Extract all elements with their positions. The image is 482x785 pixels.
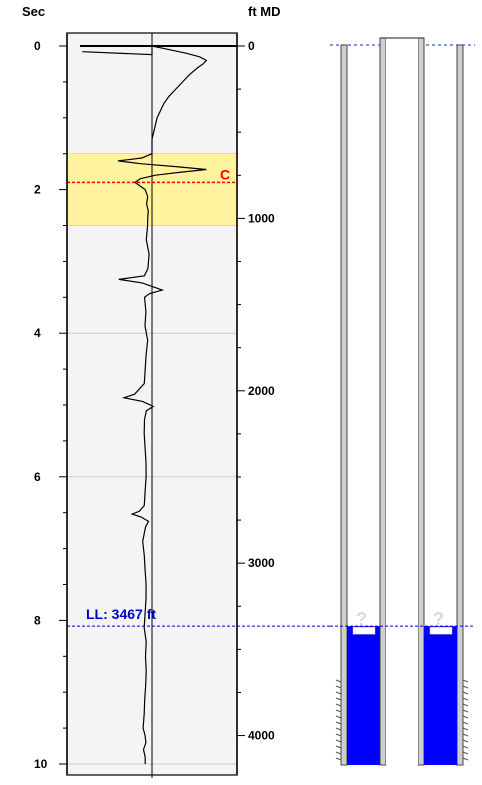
perforation bbox=[462, 703, 469, 707]
perforation bbox=[335, 751, 342, 755]
perforation bbox=[462, 739, 469, 743]
perforation bbox=[462, 679, 469, 683]
perforation bbox=[335, 715, 342, 719]
perforation bbox=[462, 727, 469, 731]
perforation bbox=[335, 745, 342, 749]
left-tick-label: 4 bbox=[34, 326, 41, 340]
perforation bbox=[335, 703, 342, 707]
perforation bbox=[462, 685, 469, 689]
perforation bbox=[335, 739, 342, 743]
tubing-wall-left bbox=[379, 37, 387, 766]
fluid-column-right bbox=[424, 626, 457, 765]
right-axis-ticks: 0 1000 2000 3000 4000 bbox=[237, 39, 275, 743]
left-tick-label: 2 bbox=[34, 183, 41, 197]
left-tick-label: 0 bbox=[34, 39, 41, 53]
fluid-column-left bbox=[347, 626, 380, 765]
left-tick-label: 6 bbox=[34, 470, 41, 484]
perforation bbox=[462, 715, 469, 719]
right-tick-label: 4000 bbox=[248, 729, 275, 743]
unknown-level-marker-left: ? bbox=[356, 609, 367, 629]
casing-wall-left bbox=[340, 44, 348, 766]
right-axis-title: ft MD bbox=[248, 4, 281, 19]
tubing-interior bbox=[386, 38, 418, 765]
casing-wall-right bbox=[456, 44, 464, 766]
perforation bbox=[462, 733, 469, 737]
perforation bbox=[335, 721, 342, 725]
well-schematic: ? ? bbox=[330, 37, 475, 766]
marker-label: C bbox=[220, 166, 230, 182]
perforation bbox=[462, 751, 469, 755]
left-tick-label: 8 bbox=[34, 613, 41, 627]
left-tick-label: 10 bbox=[34, 757, 48, 771]
perforations bbox=[335, 679, 469, 761]
perforation bbox=[335, 697, 342, 701]
fluid-level-cap-right bbox=[429, 626, 453, 635]
perforation bbox=[462, 697, 469, 701]
right-tick-label: 1000 bbox=[248, 211, 275, 225]
perforation bbox=[462, 745, 469, 749]
tubing-wall-right bbox=[417, 37, 425, 766]
perforation bbox=[335, 757, 342, 761]
perforation bbox=[462, 721, 469, 725]
perforation bbox=[462, 691, 469, 695]
perforation bbox=[462, 757, 469, 761]
right-tick-label: 2000 bbox=[248, 384, 275, 398]
perforation bbox=[335, 733, 342, 737]
perforation bbox=[462, 709, 469, 713]
log-track: C LL: 3467 ft 0 2 4 6 8 10 0 1000 2000 3000 4000 S… bbox=[22, 4, 330, 778]
markers: C LL: 3467 ft bbox=[67, 166, 330, 627]
perforation bbox=[335, 691, 342, 695]
series-line bbox=[82, 45, 208, 764]
right-tick-label: 0 bbox=[248, 39, 255, 53]
fluid-level-cap-left bbox=[352, 626, 376, 635]
right-tick-label: 3000 bbox=[248, 556, 275, 570]
perforation bbox=[335, 679, 342, 683]
marker-label: LL: 3467 ft bbox=[86, 606, 156, 622]
unknown-level-marker-right: ? bbox=[433, 609, 444, 629]
left-axis-ticks: 0 2 4 6 8 10 bbox=[34, 39, 67, 771]
perforation bbox=[335, 727, 342, 731]
perforation bbox=[335, 709, 342, 713]
left-axis-title: Sec bbox=[22, 4, 45, 19]
perforation bbox=[335, 685, 342, 689]
